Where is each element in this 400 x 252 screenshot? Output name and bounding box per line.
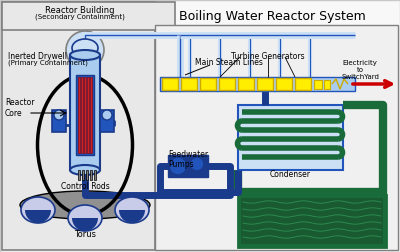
Bar [241, 198, 383, 244]
Bar [82, 170, 84, 180]
Bar [295, 78, 311, 90]
Bar [84, 77, 86, 153]
Ellipse shape [72, 39, 98, 57]
Bar [238, 195, 386, 247]
Circle shape [54, 110, 64, 120]
Bar [160, 77, 355, 91]
Wedge shape [72, 218, 98, 231]
Bar [87, 77, 89, 153]
Bar [162, 78, 178, 90]
Bar [238, 105, 343, 170]
Ellipse shape [115, 197, 149, 223]
Text: Electricity
to
SwitchYard: Electricity to SwitchYard [341, 60, 379, 80]
Bar [90, 170, 92, 180]
Text: Condenser: Condenser [270, 170, 310, 179]
Text: Reactor
Core: Reactor Core [5, 98, 34, 118]
Bar [200, 78, 216, 90]
Bar [81, 77, 83, 153]
Text: Turbine Generators: Turbine Generators [231, 52, 305, 61]
Bar [2, 2, 155, 250]
Bar [314, 80, 322, 89]
Bar [86, 170, 88, 180]
Wedge shape [25, 210, 51, 223]
Circle shape [102, 110, 112, 120]
Text: Boiling Water Reactor System: Boiling Water Reactor System [179, 10, 365, 23]
Bar [90, 77, 92, 153]
Bar [70, 55, 100, 170]
Bar [78, 77, 80, 153]
Ellipse shape [68, 205, 102, 231]
Ellipse shape [70, 50, 100, 60]
Circle shape [169, 157, 187, 175]
Ellipse shape [21, 197, 55, 223]
Circle shape [190, 157, 204, 171]
Bar [52, 110, 66, 132]
Bar [100, 110, 114, 132]
Text: (Primary Containment): (Primary Containment) [8, 59, 88, 66]
Text: (Secondary Containment): (Secondary Containment) [35, 13, 125, 19]
Bar [94, 170, 96, 180]
Wedge shape [119, 210, 145, 223]
Bar [181, 78, 197, 90]
Text: Feedwater
Pumps: Feedwater Pumps [168, 150, 208, 169]
Bar [219, 78, 235, 90]
Ellipse shape [70, 165, 100, 175]
Bar [168, 155, 208, 177]
Bar [238, 78, 254, 90]
Text: Inerted Drywell: Inerted Drywell [8, 52, 67, 61]
Bar [257, 78, 273, 90]
Bar [76, 75, 94, 155]
Text: Control Rods: Control Rods [61, 182, 109, 191]
Ellipse shape [20, 191, 150, 219]
Bar [78, 170, 80, 180]
Text: Main Steam Lines: Main Steam Lines [195, 58, 263, 67]
Bar [276, 78, 292, 90]
Bar [324, 80, 330, 89]
Text: Torus: Torus [74, 230, 96, 239]
Text: Reactor Building: Reactor Building [45, 6, 115, 15]
Ellipse shape [66, 31, 104, 69]
Bar [155, 25, 398, 250]
Bar [2, 2, 175, 30]
